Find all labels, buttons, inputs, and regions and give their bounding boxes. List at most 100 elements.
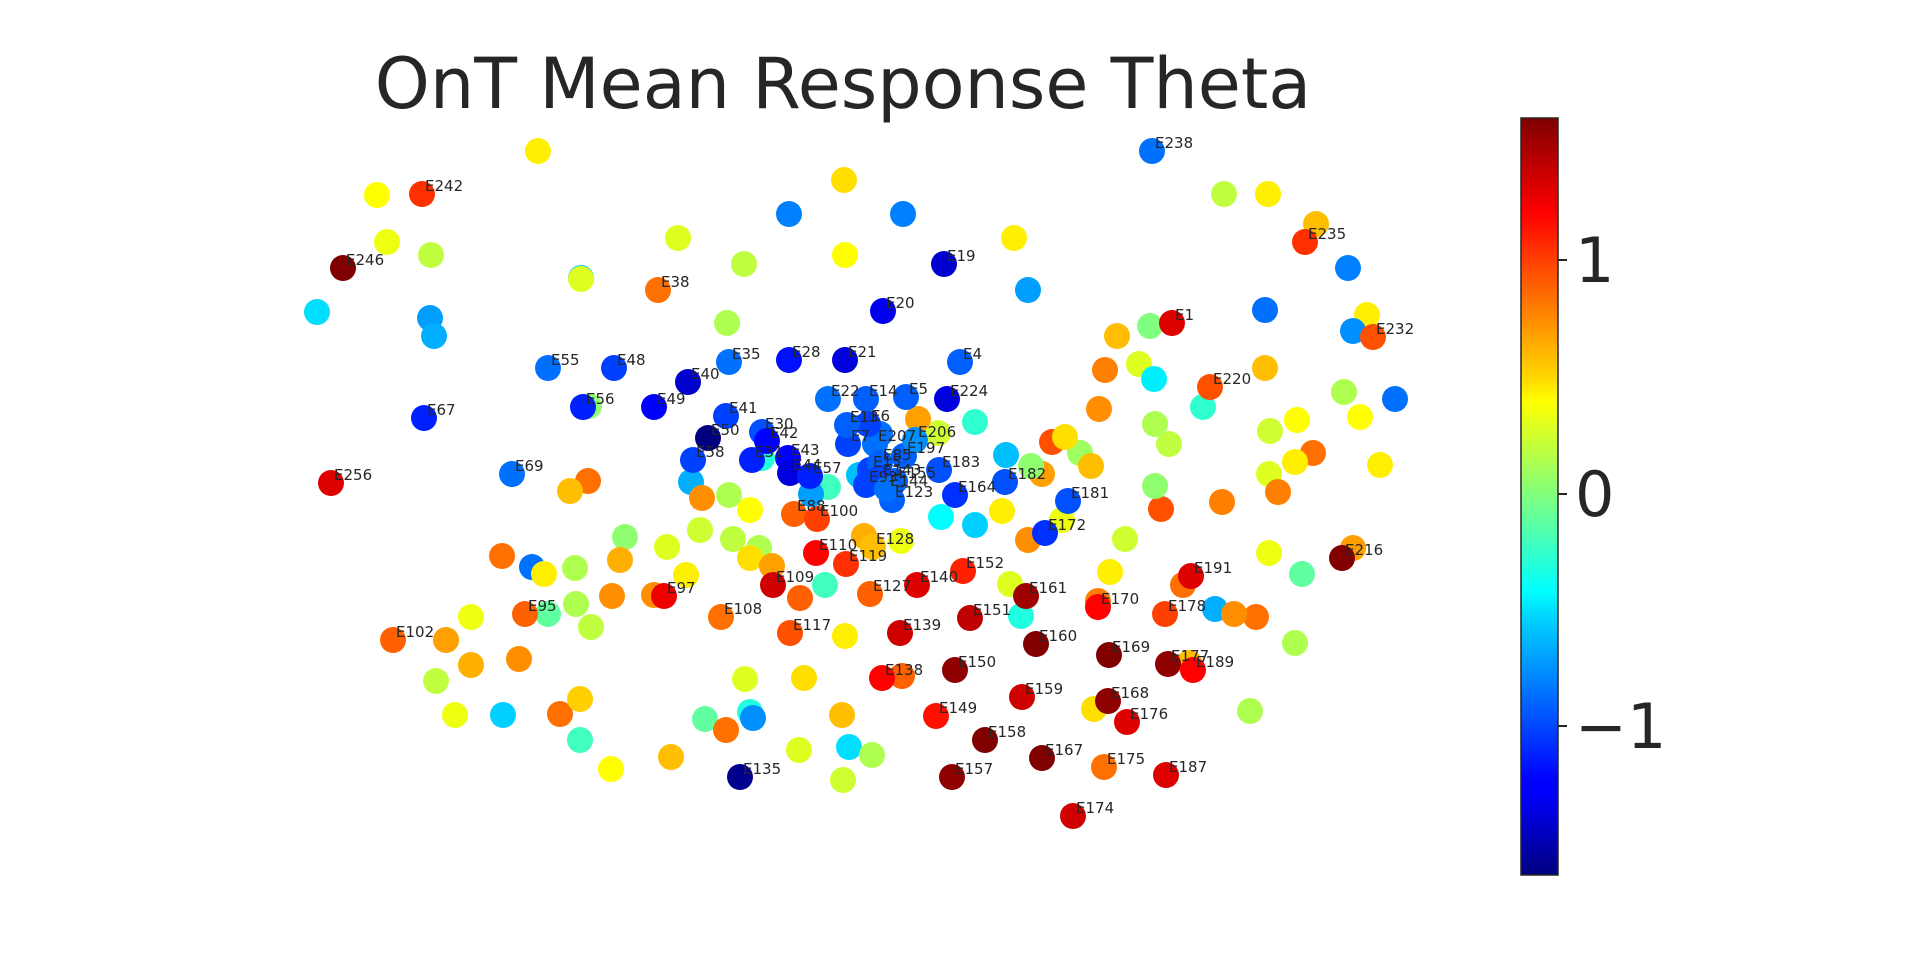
electrode-point (1015, 277, 1041, 303)
electrode-point (1142, 411, 1168, 437)
electrode-label: E175 (1107, 750, 1145, 768)
electrode-point (1256, 540, 1282, 566)
electrode-label: E30 (765, 415, 794, 433)
electrode-label: E139 (903, 616, 941, 634)
electrode-point (433, 627, 459, 653)
electrode-label: E58 (696, 443, 725, 461)
electrode-point-e108 (708, 604, 734, 630)
electrode-point-e1 (1159, 310, 1185, 336)
electrode-point (786, 737, 812, 763)
electrode-point (1104, 323, 1130, 349)
electrode-label: E21 (848, 343, 877, 361)
electrode-label: E7 (851, 427, 870, 445)
electrode-label: E138 (885, 661, 923, 679)
electrode-point (720, 526, 746, 552)
electrode-label: E109 (776, 568, 814, 586)
electrode-point-e172 (1032, 520, 1058, 546)
electrode-label: E169 (1112, 638, 1150, 656)
electrode-label: E207 (878, 427, 916, 445)
electrode-label: E161 (1029, 579, 1067, 597)
electrode-label: E246 (346, 251, 384, 269)
electrode-point (716, 482, 742, 508)
electrode-point-e175 (1091, 754, 1117, 780)
electrode-label: E242 (425, 177, 463, 195)
electrode-point-e152 (950, 558, 976, 584)
electrode-label: E189 (1196, 653, 1234, 671)
electrode-point-e150 (942, 657, 968, 683)
electrode-label: E235 (1308, 225, 1346, 243)
electrode-point (304, 299, 330, 325)
electrode-label: E220 (1213, 370, 1251, 388)
electrode-label: E28 (792, 343, 821, 361)
electrode-label: E152 (966, 554, 1004, 572)
electrode-point (1097, 559, 1123, 585)
electrode-label: E187 (1169, 758, 1207, 776)
electrode-point (831, 167, 857, 193)
electrode-label: E19 (947, 247, 976, 265)
electrode-label: E48 (617, 351, 646, 369)
electrode-point (737, 545, 763, 571)
electrode-point-e48 (601, 355, 627, 381)
electrode-point (1243, 604, 1269, 630)
electrode-point-e31 (739, 447, 765, 473)
electrode-point (1340, 318, 1366, 344)
electrode-label: E1 (1175, 306, 1194, 324)
electrode-point (759, 553, 785, 579)
electrode-point-e232 (1360, 324, 1386, 350)
electrode-label: E110 (819, 536, 857, 554)
electrode-point (1347, 404, 1373, 430)
electrode-point-e55 (535, 355, 561, 381)
electrode-point (830, 767, 856, 793)
electrode-point (812, 572, 838, 598)
electrode-point-e102 (380, 627, 406, 653)
chart-title: OnT Mean Response Theta (375, 43, 1311, 125)
electrode-point (993, 442, 1019, 468)
electrode-point-e178 (1152, 601, 1178, 627)
electrode-point-e160 (1023, 631, 1049, 657)
electrode-point (599, 583, 625, 609)
electrode-label: E143 (883, 461, 921, 479)
electrode-point (547, 701, 573, 727)
electrode-label: E5 (909, 380, 928, 398)
electrode-point-e135 (727, 764, 753, 790)
electrode-point-e20 (870, 298, 896, 324)
electrode-label: E172 (1048, 516, 1086, 534)
electrode-point-e128 (860, 534, 886, 560)
electrode-label: E181 (1071, 484, 1109, 502)
electrode-point (989, 498, 1015, 524)
electrode-point (1252, 355, 1278, 381)
electrode-point (1335, 255, 1361, 281)
electrode-point (836, 734, 862, 760)
electrode-label: E177 (1171, 647, 1209, 665)
electrode-label: E157 (955, 760, 993, 778)
electrode-point (1284, 407, 1310, 433)
electrode-label: E176 (1130, 705, 1168, 723)
colorbar: 1 0 −1 (1520, 117, 1666, 876)
electrode-label: E97 (667, 579, 696, 597)
electrode-point-e7 (835, 431, 861, 457)
electrode-label: E127 (873, 577, 911, 595)
electrode-point (1137, 313, 1163, 339)
scatter-points: E1 E4 E5 E14 E19 E20 E21 E22 E28 E30 E35 E38 E40 E41 E… (304, 134, 1414, 829)
electrode-point (731, 251, 757, 277)
electrode-point (1008, 603, 1034, 629)
electrode-point (458, 604, 484, 630)
electrode-point-e110 (803, 540, 829, 566)
electrode-point-e97 (651, 583, 677, 609)
electrode-point-e57 (797, 463, 823, 489)
electrode-label: E95 (528, 597, 557, 615)
electrode-point-e167 (1029, 745, 1055, 771)
electrode-point-e177 (1155, 651, 1181, 677)
electrode-point (535, 601, 561, 627)
electrode-point (423, 668, 449, 694)
electrode-point-e38 (645, 277, 671, 303)
electrode-point (962, 512, 988, 538)
colorbar-tick-label: 0 (1575, 458, 1614, 531)
electrode-point-e169 (1096, 642, 1122, 668)
electrode-point (1252, 297, 1278, 323)
electrode-point-e49 (641, 394, 667, 420)
electrode-label: E149 (939, 699, 977, 717)
electrode-point (962, 409, 988, 435)
electrode-point (890, 201, 916, 227)
electrode-label: E57 (813, 459, 842, 477)
